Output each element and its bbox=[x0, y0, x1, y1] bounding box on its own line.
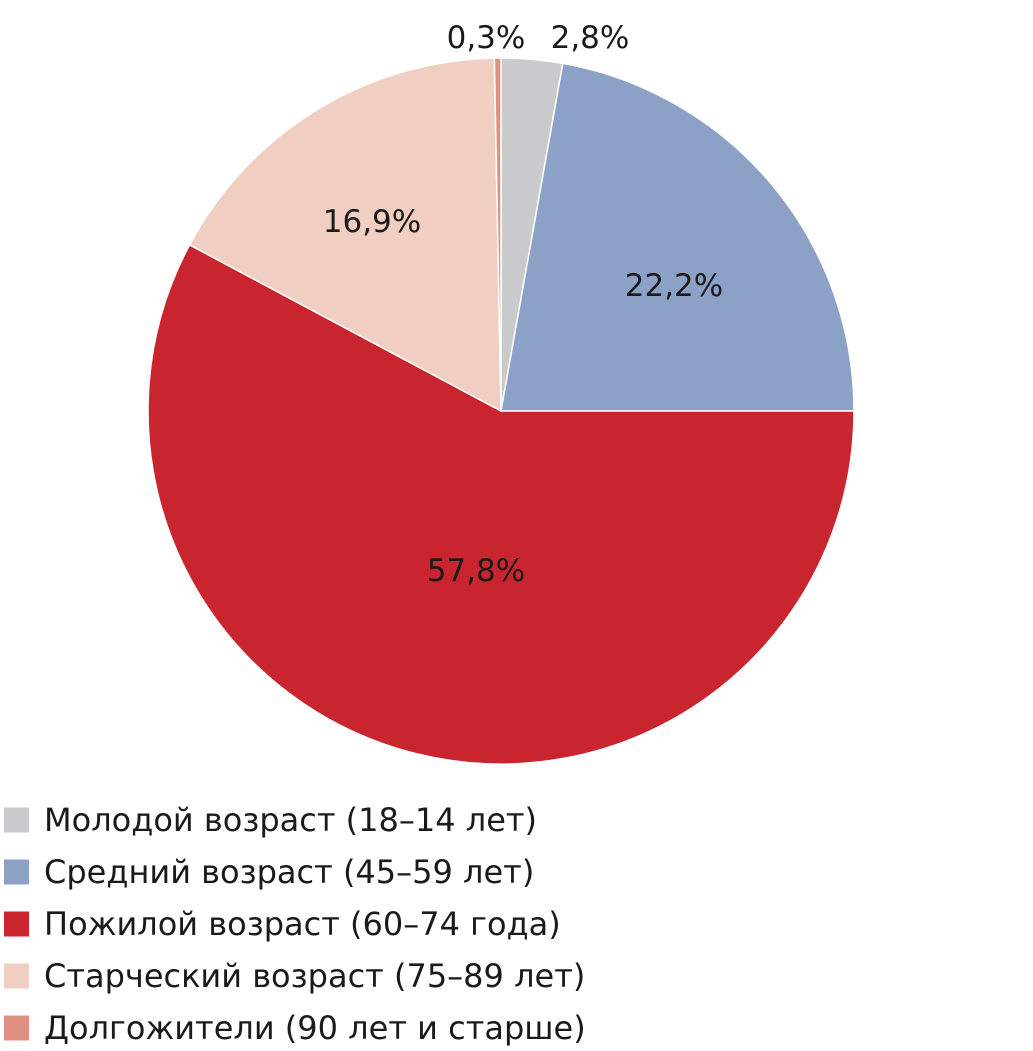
legend-swatch-2 bbox=[4, 859, 29, 885]
data-label-1: 2,8% bbox=[551, 20, 630, 56]
legend-swatch-1 bbox=[4, 807, 29, 833]
legend-label-2: Средний возраст (45–59 лет) bbox=[44, 853, 534, 891]
pie-slice-4 bbox=[188, 57, 502, 413]
legend-label-5: Долгожители (90 лет и старше) bbox=[44, 1009, 586, 1047]
legend-swatch-4 bbox=[4, 963, 29, 989]
pie-slice-2 bbox=[500, 62, 855, 412]
legend-label-4: Старческий возраст (75–89 лет) bbox=[44, 957, 585, 995]
legend-label-1: Молодой возраст (18–14 лет) bbox=[44, 801, 537, 839]
legend-label-3: Пожилой возраст (60–74 года) bbox=[44, 905, 561, 943]
legend: Молодой возраст (18–14 лет) Средний возра… bbox=[4, 801, 586, 1047]
pie-data-labels: 2,8% 22,2% 57,8% 16,9% 0,3% bbox=[323, 20, 723, 589]
legend-swatch-3 bbox=[4, 911, 29, 937]
data-label-2: 22,2% bbox=[625, 268, 723, 304]
data-label-4: 16,9% bbox=[323, 204, 421, 240]
pie-slice-3 bbox=[147, 243, 855, 765]
data-label-5: 0,3% bbox=[447, 20, 526, 56]
data-label-3: 57,8% bbox=[427, 553, 525, 589]
pie-slice-5 bbox=[493, 57, 502, 412]
pie-slices bbox=[147, 57, 855, 765]
legend-swatch-5 bbox=[4, 1015, 29, 1041]
